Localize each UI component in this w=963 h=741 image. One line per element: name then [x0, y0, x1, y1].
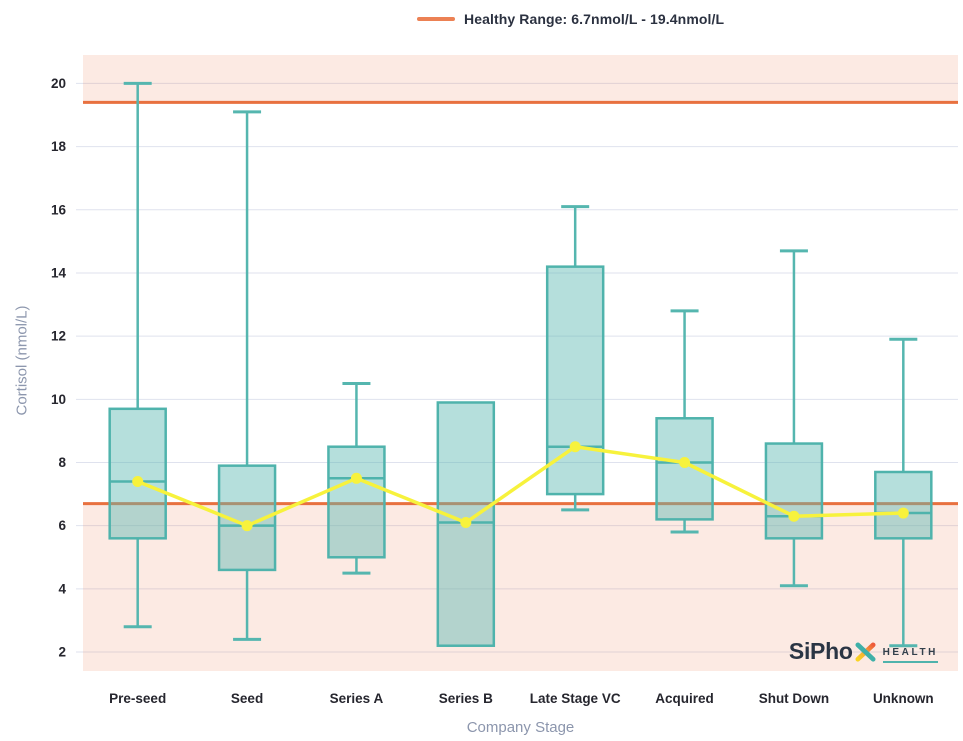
x-tick-label: Acquired: [655, 691, 714, 706]
box-Series A: [327, 445, 386, 559]
box-Pre-seed: [108, 407, 167, 540]
y-tick-label: 20: [51, 76, 66, 91]
x-tick-label: Unknown: [873, 691, 934, 706]
y-tick-label: 4: [58, 581, 66, 596]
below-range-band: [83, 503, 958, 671]
box-Unknown: [874, 470, 933, 540]
above-range-band: [83, 55, 958, 103]
x-tick-label: Series B: [439, 691, 493, 706]
median-series-line: [137, 444, 904, 528]
x-tick-label: Pre-seed: [109, 691, 166, 706]
box-Shut Down: [764, 442, 824, 540]
y-tick-label: 2: [58, 645, 66, 660]
x-tick-label: Late Stage VC: [530, 691, 621, 706]
median-series-point: [788, 510, 800, 522]
median-series-point: [679, 457, 691, 469]
y-axis-title: Cortisol (nmol/L): [13, 305, 31, 416]
median-series-point: [241, 520, 253, 532]
x-tick-label: Seed: [231, 691, 263, 706]
y-tick-label: 16: [51, 202, 67, 217]
y-tick-label: 18: [51, 139, 67, 154]
y-tick-label: 10: [51, 392, 66, 407]
box-Late Stage VC: [545, 265, 605, 496]
median-series-point: [569, 441, 581, 453]
logo-health-text: HEALTH: [882, 648, 938, 663]
healthy-range-line-swatch: [417, 17, 455, 21]
box-Acquired: [655, 417, 714, 521]
median-series-point: [132, 475, 144, 487]
median-series-point: [460, 517, 472, 529]
siphox-logo: SiPho HEALTH: [789, 640, 938, 663]
legend: Healthy Range: 6.7nmol/L - 19.4nmol/L: [417, 11, 724, 27]
y-tick-label: 8: [58, 455, 66, 470]
median-series-point: [350, 472, 362, 484]
y-tick-label: 6: [58, 518, 66, 533]
x-axis-title: Company Stage: [466, 719, 575, 736]
y-tick-label: 14: [51, 265, 67, 280]
legend-label: Healthy Range: 6.7nmol/L - 19.4nmol/L: [464, 11, 725, 27]
logo-x-icon: [855, 642, 876, 662]
x-tick-label: Shut Down: [759, 691, 830, 706]
x-tick-label: Series A: [330, 691, 384, 706]
median-series-point: [897, 507, 909, 519]
y-tick-label: 12: [51, 329, 66, 344]
logo-brand-text: SiPho: [788, 638, 853, 664]
